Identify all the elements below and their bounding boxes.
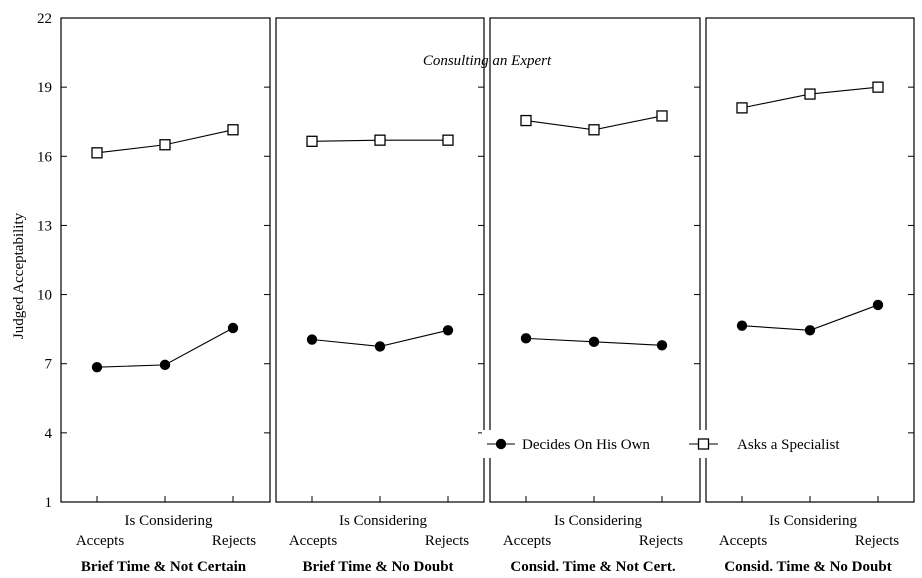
panel-frame [60, 17, 271, 503]
panel-frame [275, 17, 485, 503]
x-axis-title: Is Considering [125, 513, 213, 529]
x-tick-label-rejects: Rejects [855, 533, 899, 549]
y-tick-label: 13 [37, 218, 52, 234]
marks-layer [91, 81, 884, 373]
point-decides-on-his-own [159, 359, 171, 371]
y-tick-label: 10 [37, 288, 52, 304]
legend: Decides On His Own Asks a Specialist [482, 430, 904, 458]
point-asks-a-specialist [656, 110, 668, 122]
point-asks-a-specialist [736, 102, 748, 114]
point-asks-a-specialist [872, 81, 884, 93]
point-asks-a-specialist [227, 124, 239, 136]
point-asks-a-specialist [442, 134, 454, 146]
legend-marker-asks-a-specialist [697, 438, 710, 450]
legend-label-decides-on-his-own: Decides On His Own [522, 437, 650, 453]
x-tick-label-accepts: Accepts [719, 533, 767, 549]
y-tick-label: 16 [37, 149, 53, 165]
point-decides-on-his-own [91, 361, 103, 373]
point-decides-on-his-own [306, 334, 318, 345]
x-tick-label-rejects: Rejects [425, 533, 469, 549]
y-tick-label: 7 [45, 357, 53, 373]
point-asks-a-specialist [520, 114, 532, 127]
y-tick-label: 1 [45, 495, 53, 511]
x-tick-label-rejects: Rejects [212, 533, 256, 549]
point-decides-on-his-own [520, 333, 532, 344]
point-asks-a-specialist [159, 139, 171, 151]
x-tick-label-rejects: Rejects [639, 533, 683, 549]
axes-layer: 1 4 7 10 13 16 19 22 [37, 11, 67, 511]
y-tick-label: 4 [45, 426, 53, 442]
annotation-consulting-an-expert: Consulting an Expert [423, 53, 552, 69]
point-asks-a-specialist [374, 134, 386, 146]
y-tick-label: 22 [37, 11, 52, 27]
point-decides-on-his-own [804, 325, 816, 336]
point-decides-on-his-own [656, 340, 668, 351]
x-axis-title: Is Considering [554, 513, 642, 529]
legend-marker-decides-on-his-own [495, 438, 507, 450]
point-asks-a-specialist [91, 147, 103, 159]
x-tick-label-accepts: Accepts [503, 533, 551, 549]
point-decides-on-his-own [442, 325, 454, 336]
legend-label-asks-a-specialist: Asks a Specialist [737, 437, 840, 453]
panel-title: Consid. Time & No Doubt [724, 559, 891, 575]
panel-title: Brief Time & No Doubt [302, 559, 453, 575]
legend-background [482, 430, 712, 458]
point-decides-on-his-own [374, 341, 386, 352]
y-tick-label: 19 [37, 80, 52, 96]
point-decides-on-his-own [588, 336, 600, 348]
point-decides-on-his-own [736, 320, 748, 331]
panel-title: Brief Time & Not Certain [81, 559, 247, 575]
x-axis-title: Is Considering [339, 513, 427, 529]
point-decides-on-his-own [227, 322, 239, 334]
point-asks-a-specialist [306, 135, 318, 147]
x-tick-label-accepts: Accepts [76, 533, 124, 549]
x-axis-title: Is Considering [769, 513, 857, 529]
x-tick-label-accepts: Accepts [289, 533, 337, 549]
point-decides-on-his-own [872, 299, 884, 311]
y-axis-label: Judged Acceptability [11, 212, 27, 339]
point-asks-a-specialist [588, 124, 600, 136]
legend-background [712, 430, 904, 458]
panel-frame [489, 17, 701, 503]
point-asks-a-specialist [804, 88, 816, 100]
panel-title: Consid. Time & Not Cert. [510, 559, 676, 575]
